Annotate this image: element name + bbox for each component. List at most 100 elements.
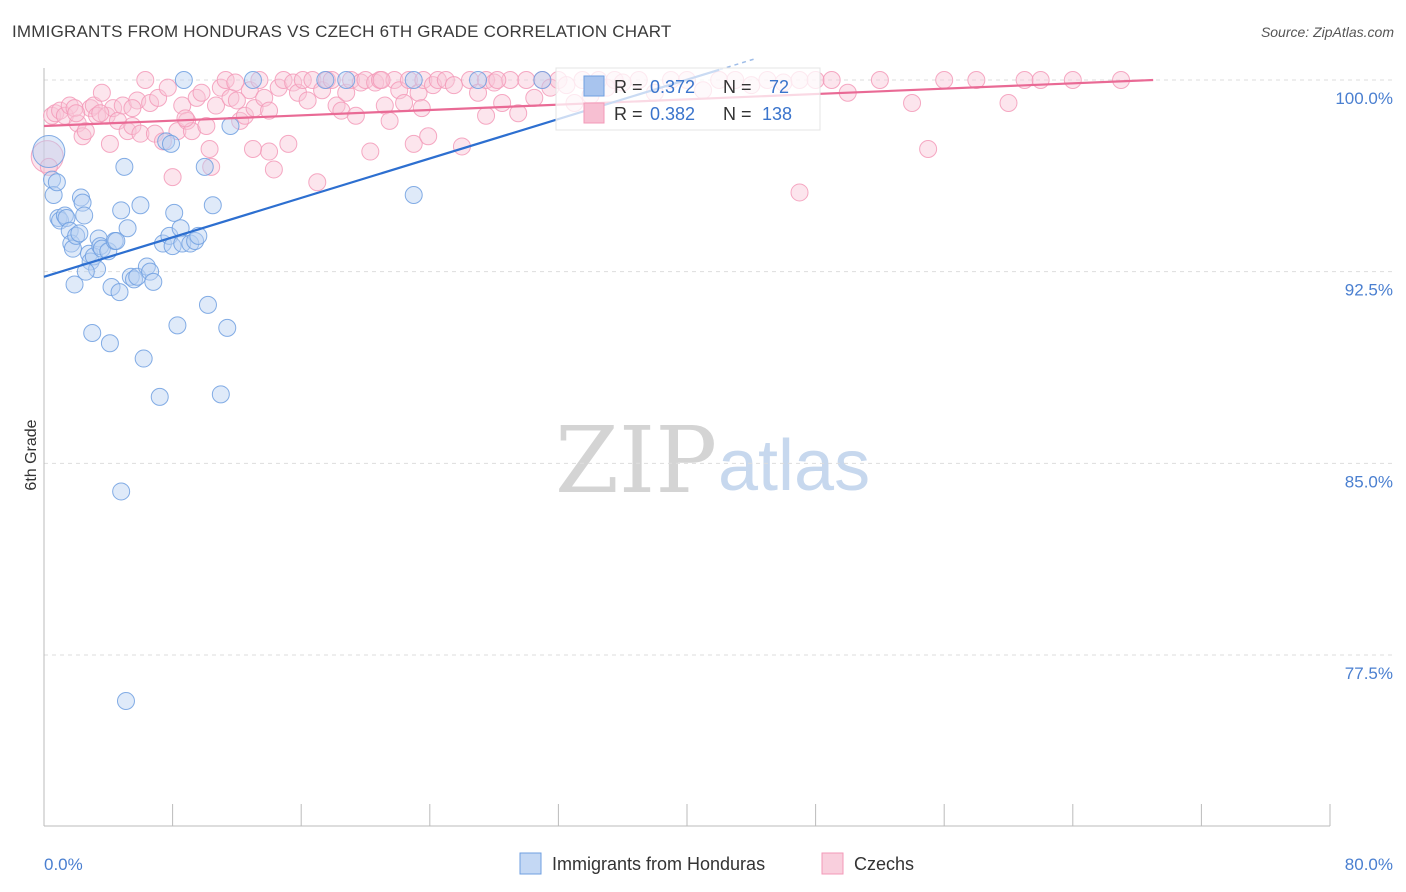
- honduras-point-58: [218, 318, 237, 337]
- honduras-point-55: [198, 295, 217, 314]
- czechs-point-140: [260, 101, 279, 120]
- czechs-point-124: [903, 94, 922, 112]
- czechs-point-4: [51, 101, 70, 120]
- czechs-point-121: [822, 71, 841, 89]
- czechs-point-30: [163, 168, 182, 187]
- czechs-point-54: [279, 134, 298, 153]
- czechs-point-79: [399, 71, 418, 89]
- czechs-point-90: [469, 83, 488, 102]
- honduras-point-60: [316, 71, 335, 89]
- czechs-point-144: [477, 106, 496, 125]
- czechs-point-14: [92, 83, 111, 102]
- czechs-point-43: [226, 73, 245, 92]
- honduras-point-59: [243, 71, 262, 89]
- czechs-point-36: [192, 83, 211, 102]
- honduras-point-54: [195, 157, 214, 176]
- honduras-point-47: [165, 203, 184, 222]
- czechs-point-87: [444, 76, 463, 95]
- czechs-point-39: [207, 96, 226, 115]
- czechs-point-23: [131, 124, 150, 143]
- x-tick-labels: 0.0% 80.0%: [44, 855, 1393, 874]
- honduras-point-37: [131, 196, 150, 215]
- stat-n-value-1: 72: [769, 77, 789, 97]
- czechs-point-136: [176, 109, 195, 128]
- czechs-point-138: [227, 91, 246, 110]
- y-tick-labels: 77.5% 85.0% 92.5% 100.0%: [1335, 89, 1393, 683]
- x-tick-label-1: 80.0%: [1345, 855, 1393, 874]
- chart-title: IMMIGRANTS FROM HONDURAS VS CZECH 6TH GR…: [12, 22, 672, 41]
- honduras-point-68: [174, 71, 193, 89]
- czechs-point-12: [84, 96, 103, 115]
- honduras-point-62: [404, 186, 423, 204]
- czechs-point-50: [260, 142, 279, 161]
- czechs-point-133: [67, 104, 86, 123]
- czechs-point-83: [419, 127, 438, 146]
- stat-n-label-1: N =: [723, 77, 752, 97]
- czechs-point-35: [187, 88, 206, 107]
- series-legend: Immigrants from Honduras Czechs: [519, 852, 914, 875]
- czechs-point-134: [91, 104, 110, 123]
- czechs-point-97: [525, 88, 544, 107]
- honduras-point-26: [100, 334, 119, 353]
- czechs-point-11: [81, 99, 100, 118]
- czechs-point-95: [509, 104, 528, 123]
- czechs-point-80: [404, 134, 423, 153]
- czechs-point-68: [346, 106, 365, 125]
- czechs-point-9: [73, 127, 92, 146]
- czechs-point-145: [488, 71, 507, 89]
- czechs-point-16: [100, 134, 119, 153]
- source-credit: Source: ZipAtlas.com: [1260, 24, 1394, 40]
- legend-label-czechs: Czechs: [854, 854, 914, 874]
- honduras-point-42: [150, 387, 169, 406]
- honduras-point-70: [161, 134, 180, 153]
- czechs-point-135: [123, 99, 142, 118]
- x-tick-label-0: 0.0%: [44, 855, 83, 874]
- czechs-point-125: [919, 140, 938, 158]
- stat-n-label-2: N =: [723, 104, 752, 124]
- stat-r-value-1: 0.372: [650, 77, 695, 97]
- honduras-point-19: [83, 324, 102, 342]
- honduras-trend-extension: [718, 57, 757, 71]
- watermark-atlas: atlas: [718, 426, 870, 506]
- honduras-point-30: [110, 283, 129, 302]
- czechs-point-29: [158, 78, 177, 97]
- watermark-zip: ZIP: [555, 407, 717, 514]
- stats-swatch-blue: [583, 75, 605, 97]
- czechs-point-94: [501, 71, 520, 89]
- czechs-point-128: [999, 94, 1018, 112]
- czechs-point-71: [361, 142, 380, 161]
- y-tick-label-2: 92.5%: [1345, 281, 1393, 300]
- czechs-point-92: [485, 73, 504, 92]
- honduras-point-29: [107, 232, 126, 250]
- stat-n-value-2: 138: [762, 104, 792, 124]
- czechs-point-37: [197, 117, 216, 135]
- czechs-point-141: [372, 71, 391, 89]
- honduras-point-39: [137, 257, 156, 276]
- czechs-point-6: [60, 96, 79, 115]
- czechs-point-142: [412, 99, 431, 118]
- honduras-point-66: [112, 482, 131, 501]
- czechs-point-137: [200, 140, 219, 158]
- stats-swatch-pink: [583, 102, 605, 124]
- honduras-point-48: [168, 316, 187, 335]
- honduras-point-44: [157, 132, 176, 151]
- czechs-point-60: [308, 173, 327, 192]
- legend-swatch-czechs: [821, 852, 844, 875]
- honduras-point-0: [32, 135, 66, 169]
- honduras-point-35: [125, 270, 144, 289]
- stat-r-label-2: R =: [614, 104, 643, 124]
- data-points: [30, 71, 1131, 710]
- czechs-point-10: [76, 122, 95, 141]
- czechs-point-82: [414, 71, 433, 89]
- honduras-point-22: [89, 229, 108, 248]
- czechs-point-139: [243, 140, 262, 158]
- legend-swatch-honduras: [519, 852, 542, 875]
- honduras-point-16: [75, 206, 94, 225]
- czechs-point-131: [1063, 71, 1082, 89]
- honduras-point-56: [203, 196, 222, 215]
- honduras-point-65: [533, 71, 552, 89]
- czechs-point-123: [870, 71, 889, 89]
- honduras-point-11: [65, 275, 84, 294]
- honduras-point-41: [144, 272, 163, 291]
